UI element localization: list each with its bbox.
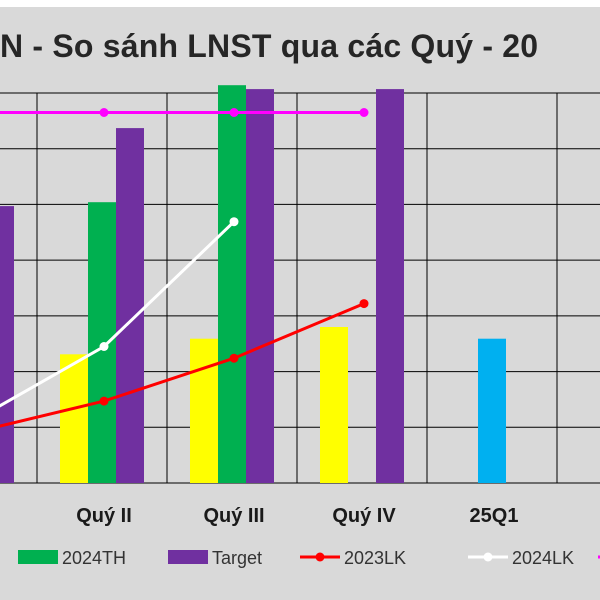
line-marker-series-2	[359, 108, 369, 117]
legend-label: 2024LK	[512, 548, 574, 568]
legend-swatch	[18, 550, 58, 564]
line-marker-2024lk	[229, 217, 239, 227]
bar-series-0	[190, 338, 218, 483]
bar-series-3	[478, 338, 506, 483]
line-marker-series-2	[229, 108, 239, 117]
x-tick-label: Quý III	[203, 505, 264, 527]
bar-target	[376, 89, 404, 483]
bar-target	[116, 128, 144, 483]
legend-swatch	[168, 550, 208, 564]
x-tick-label: 25Q1	[470, 505, 519, 527]
top-border	[0, 0, 600, 7]
x-tick-label: Quý IV	[332, 505, 396, 527]
bar-2024th	[218, 85, 246, 483]
bar-target	[246, 89, 274, 483]
bar-target	[0, 206, 14, 483]
legend-marker	[315, 552, 325, 562]
legend-marker	[483, 552, 493, 562]
line-marker-series-2	[99, 108, 109, 117]
bars	[0, 85, 506, 483]
lines	[0, 108, 369, 428]
line-marker-2024lk	[99, 342, 109, 351]
legend-label: 2023LK	[344, 548, 406, 568]
legend-label: Target	[212, 548, 262, 568]
line-marker-2023lk	[229, 353, 239, 363]
x-tick-label: Quý II	[76, 505, 132, 527]
line-2023lk	[0, 302, 365, 428]
legend-label: 2024TH	[62, 548, 126, 568]
line-marker-2023lk	[99, 396, 109, 406]
bar-series-0	[60, 354, 88, 483]
chart-title: N - So sánh LNST qua các Quý - 20	[0, 28, 539, 64]
bar-series-0	[320, 327, 348, 483]
line-marker-2023lk	[359, 299, 369, 309]
legend: 2024TH Target 2023LK 2024LK	[18, 548, 600, 568]
